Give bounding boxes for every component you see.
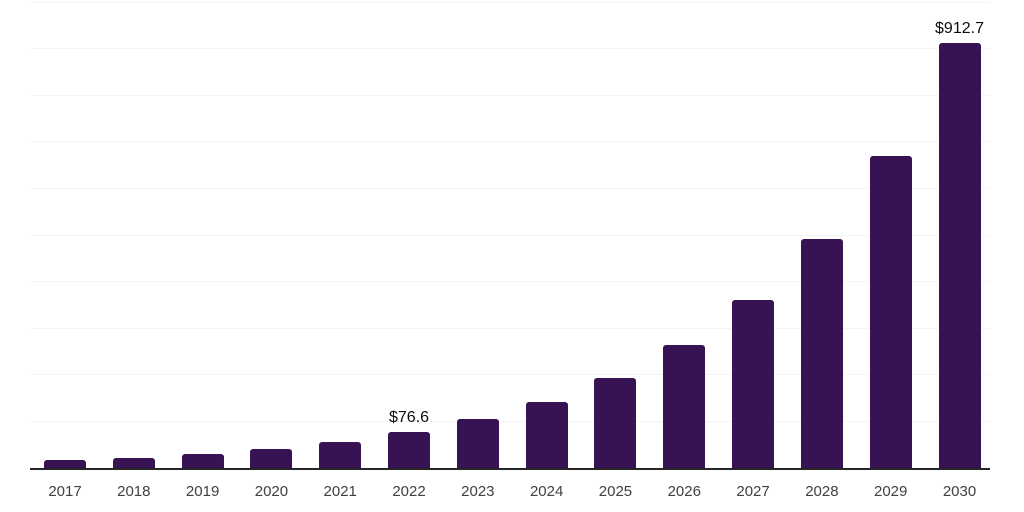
- x-tick-label-2022: 2022: [392, 483, 426, 500]
- bar-2022[interactable]: [388, 432, 431, 468]
- x-tick-label-2024: 2024: [529, 483, 564, 500]
- bar-2025[interactable]: [594, 377, 637, 468]
- gridline: [30, 187, 990, 189]
- bar-2026[interactable]: [663, 344, 706, 468]
- gridline: [30, 1, 990, 3]
- x-tick-label-2020: 2020: [254, 483, 289, 500]
- x-tick-label-2025: 2025: [598, 483, 633, 500]
- bar-2018[interactable]: [112, 457, 155, 468]
- bar-2028[interactable]: [800, 239, 843, 468]
- x-tick-label-2018: 2018: [117, 483, 151, 500]
- x-tick-label-2028: 2028: [805, 483, 839, 500]
- bar-2027[interactable]: [732, 300, 775, 468]
- bar-2030[interactable]: [938, 42, 981, 468]
- gridline: [30, 141, 990, 143]
- gridline: [30, 374, 990, 376]
- bar-2017[interactable]: [44, 460, 86, 468]
- bar-value-label-2030: $912.7: [935, 19, 984, 37]
- x-tick-label-2029: 2029: [874, 483, 908, 500]
- gridline: [30, 94, 990, 96]
- gridline: [30, 281, 990, 283]
- x-axis-line: [30, 468, 990, 470]
- x-tick-label-2027: 2027: [736, 483, 770, 500]
- gridline: [30, 234, 990, 236]
- x-tick-label-2030: 2030: [942, 483, 977, 500]
- x-tick-label-2017: 2017: [48, 483, 82, 500]
- gridline: [30, 327, 990, 329]
- gridline: [30, 48, 990, 50]
- bar-2021[interactable]: [319, 441, 362, 468]
- x-tick-label-2026: 2026: [667, 483, 701, 500]
- bar-2020[interactable]: [250, 448, 293, 468]
- bar-2029[interactable]: [869, 155, 912, 468]
- bar-2019[interactable]: [181, 453, 224, 468]
- bar-2024[interactable]: [525, 401, 568, 468]
- x-tick-label-2019: 2019: [185, 483, 220, 500]
- gridline: [30, 420, 990, 422]
- bar-2023[interactable]: [456, 419, 499, 468]
- x-tick-label-2023: 2023: [461, 483, 495, 500]
- bar-value-label-2022: $76.6: [389, 409, 430, 427]
- x-tick-label-2021: 2021: [323, 483, 357, 500]
